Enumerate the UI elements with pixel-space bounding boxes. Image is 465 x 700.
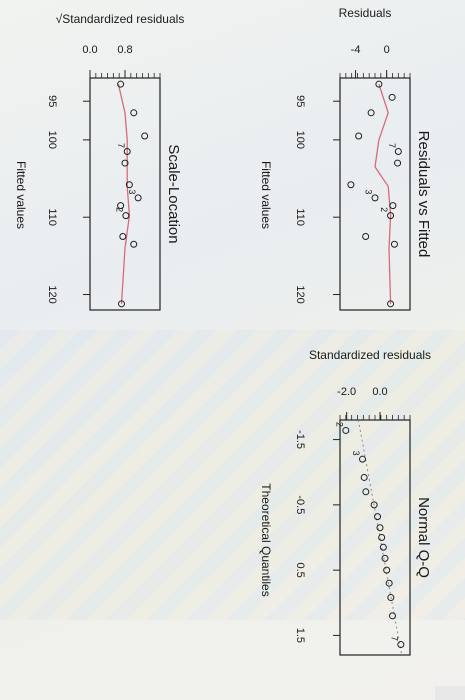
- plot-frame: [339, 77, 411, 311]
- x-tick-label: 1.5: [294, 628, 306, 643]
- x-tick-label: 110: [294, 208, 306, 226]
- data-point: [375, 80, 383, 88]
- data-point: [130, 240, 138, 248]
- x-tick-label: 100: [46, 131, 58, 149]
- data-point: [371, 194, 379, 202]
- point-label: 2: [115, 207, 125, 212]
- data-point: [370, 501, 378, 509]
- data-point: [123, 147, 131, 155]
- data-point: [141, 132, 149, 140]
- data-point: [381, 554, 389, 562]
- data-point: [134, 194, 142, 202]
- data-point: [394, 147, 402, 155]
- data-point: [362, 488, 370, 496]
- data-point: [355, 132, 363, 140]
- data-point: [394, 159, 402, 167]
- point-label: 3: [364, 189, 374, 194]
- x-axis-label: Theoretical Quantiles: [259, 483, 273, 596]
- data-point: [387, 594, 395, 602]
- smoother-line: [117, 84, 131, 304]
- data-point: [360, 473, 368, 481]
- plot-title: Scale-Location: [165, 144, 182, 243]
- data-point: [374, 513, 381, 521]
- point-label: 3: [127, 189, 137, 194]
- data-point: [359, 455, 366, 463]
- data-point: [342, 426, 350, 434]
- data-point: [125, 181, 133, 189]
- point-label: 3: [351, 451, 361, 456]
- point-label: 2: [334, 422, 344, 427]
- data-point: [119, 233, 127, 241]
- screen-moire: [0, 330, 465, 620]
- x-tick-label: 110: [46, 208, 58, 226]
- x-tick-label: -1.5: [294, 430, 306, 449]
- y-tick-label: 0.8: [117, 44, 132, 56]
- data-point: [347, 181, 355, 189]
- data-point: [362, 233, 370, 241]
- data-point: [385, 579, 393, 587]
- data-point: [387, 300, 395, 308]
- data-point: [390, 240, 398, 248]
- x-tick-label: 100: [294, 131, 306, 149]
- qq-reference-line: [357, 419, 403, 656]
- plot-title: Normal Q-Q: [415, 497, 432, 578]
- x-axis-label: Fitted values: [14, 161, 28, 229]
- data-point: [122, 212, 130, 220]
- y-axis-label: Residuals: [339, 6, 392, 20]
- panel-residuals-vs-fitted: Residuals vs Fitted Residuals -4 0 95 100 110 1…: [259, 6, 432, 311]
- point-label: 7: [389, 636, 399, 641]
- y-tick-label: 0.0: [82, 44, 97, 56]
- y-tick-label: 0: [384, 44, 390, 56]
- y-tick-label: -2.0: [337, 386, 356, 398]
- panel-normal-q-q: Normal Q-Q Standardized residuals -2.0 0.0 -…: [259, 348, 432, 656]
- data-point: [117, 80, 125, 88]
- y-tick-label: -4: [351, 44, 361, 56]
- x-tick-label: 120: [46, 285, 58, 303]
- data-point: [130, 109, 138, 117]
- y-axis-label: Standardized residuals: [309, 348, 431, 362]
- y-tick-label: 0.0: [372, 386, 387, 398]
- data-point: [389, 202, 397, 210]
- x-tick-label: 120: [294, 285, 306, 303]
- x-tick-label: 95: [294, 95, 306, 107]
- data-point: [397, 641, 405, 649]
- point-label: 7: [387, 143, 397, 148]
- x-tick-label: 95: [46, 95, 58, 107]
- data-point: [388, 93, 396, 101]
- y-axis-label: √Standardized residuals: [56, 12, 185, 26]
- smoother-line: [374, 83, 392, 304]
- x-tick-label: -0.5: [294, 495, 306, 514]
- data-point: [367, 109, 375, 117]
- data-point: [121, 159, 129, 167]
- data-point: [387, 212, 395, 220]
- data-point: [376, 524, 384, 532]
- point-label: 2: [379, 207, 389, 212]
- panel-scale-location: Scale-Location √Standardized residuals 0.0…: [14, 12, 185, 311]
- data-point: [378, 534, 386, 541]
- data-point: [118, 300, 125, 308]
- data-point: [389, 612, 396, 620]
- x-tick-label: 0.5: [294, 562, 306, 577]
- plot-frame: [339, 419, 411, 656]
- corner-tab: [435, 686, 465, 700]
- data-point: [383, 566, 391, 574]
- data-point: [117, 202, 125, 210]
- point-label: 7: [116, 143, 126, 148]
- x-axis-label: Fitted values: [259, 161, 273, 229]
- plot-title: Residuals vs Fitted: [415, 131, 432, 258]
- data-point: [379, 543, 387, 551]
